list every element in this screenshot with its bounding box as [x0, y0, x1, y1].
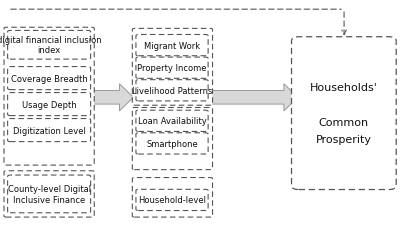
FancyBboxPatch shape	[8, 175, 91, 213]
FancyBboxPatch shape	[8, 31, 91, 60]
FancyBboxPatch shape	[8, 67, 91, 90]
FancyBboxPatch shape	[136, 189, 208, 211]
Text: Household-level: Household-level	[138, 196, 206, 205]
Text: Migrant Work: Migrant Work	[144, 41, 200, 50]
Text: Households'

Common
Prosperity: Households' Common Prosperity	[310, 83, 378, 144]
FancyBboxPatch shape	[136, 111, 208, 132]
FancyBboxPatch shape	[136, 133, 208, 154]
FancyBboxPatch shape	[8, 93, 91, 116]
Text: Smartphone: Smartphone	[146, 139, 198, 148]
FancyBboxPatch shape	[4, 171, 94, 217]
Text: digital financial inclusion
index: digital financial inclusion index	[0, 36, 101, 55]
FancyArrow shape	[93, 84, 134, 111]
FancyBboxPatch shape	[132, 29, 213, 106]
Text: County-level Digital
Inclusive Finance: County-level Digital Inclusive Finance	[8, 184, 91, 204]
FancyArrow shape	[211, 84, 298, 111]
Text: Usage Depth: Usage Depth	[22, 100, 77, 109]
FancyBboxPatch shape	[136, 80, 208, 101]
FancyBboxPatch shape	[292, 38, 396, 190]
FancyBboxPatch shape	[136, 58, 208, 79]
Text: Coverage Breadth: Coverage Breadth	[11, 74, 87, 83]
Text: Loan Availability: Loan Availability	[138, 117, 207, 126]
Text: Digitization Level: Digitization Level	[13, 126, 85, 135]
FancyBboxPatch shape	[136, 35, 208, 56]
FancyBboxPatch shape	[132, 178, 213, 217]
Text: Livelihood Patterns: Livelihood Patterns	[132, 86, 212, 95]
FancyBboxPatch shape	[4, 28, 94, 165]
Text: Property Income: Property Income	[137, 64, 207, 73]
FancyBboxPatch shape	[8, 119, 91, 142]
FancyBboxPatch shape	[132, 108, 213, 170]
